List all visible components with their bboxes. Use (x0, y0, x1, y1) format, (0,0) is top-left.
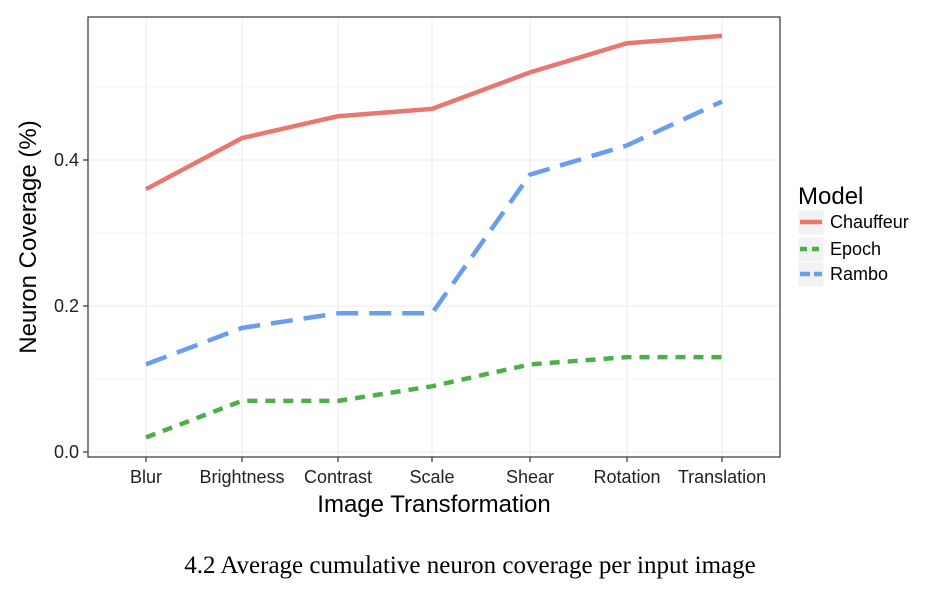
y-tick-label: 0.2 (54, 296, 79, 316)
y-axis: 0.0 0.2 0.4 (54, 150, 88, 462)
x-tick-label: Rotation (593, 467, 660, 487)
y-tick-label: 0.4 (54, 150, 79, 170)
series-lines (144, 33, 723, 440)
x-tick-label: Contrast (304, 467, 372, 487)
legend-label-chauffeur: Chauffeur (830, 212, 909, 232)
x-tick-label: Brightness (199, 467, 284, 487)
x-tick-label: Shear (506, 467, 554, 487)
x-tick-label: Scale (409, 467, 454, 487)
figure-caption: 4.2 Average cumulative neuron coverage p… (184, 552, 756, 579)
legend-label-rambo: Rambo (830, 264, 888, 284)
series-line-epoch (145, 354, 722, 440)
line-chart: 0.0 0.2 0.4 Blur Brightness Contrast Scale She… (15, 16, 909, 518)
legend: Model Chauffeur Epoch Rambo (797, 183, 909, 288)
x-tick-label: Translation (678, 467, 766, 487)
y-tick-label: 0.0 (54, 442, 79, 462)
series-line-chauffeur (144, 33, 723, 192)
legend-title: Model (798, 183, 863, 210)
series-line-rambo (145, 99, 723, 367)
plot-panel-border (87, 16, 781, 458)
x-axis-title: Image Transformation (317, 491, 550, 518)
grid-lines (88, 17, 780, 457)
x-axis: Blur Brightness Contrast Scale Shear Rotation… (130, 457, 766, 487)
y-axis-title: Neuron Coverage (%) (15, 120, 42, 353)
legend-label-epoch: Epoch (830, 239, 881, 259)
plot-panel-background (88, 17, 780, 457)
x-tick-label: Blur (130, 467, 162, 487)
